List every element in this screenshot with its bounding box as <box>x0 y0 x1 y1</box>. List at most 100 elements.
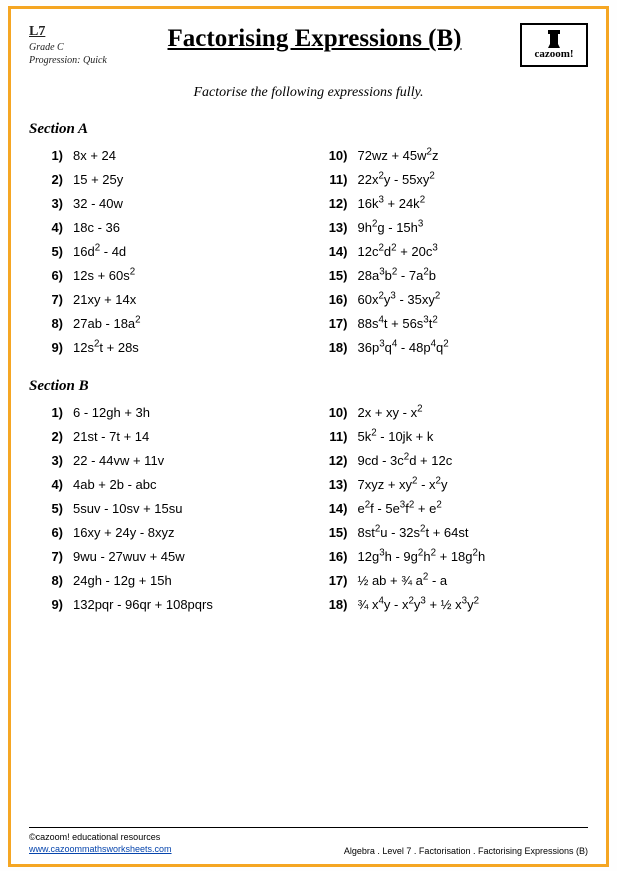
footer: ©cazoom! educational resources www.cazoo… <box>29 827 588 856</box>
item-expression: 12c2d2 + 20c3 <box>358 244 589 259</box>
item-number: 17) <box>314 316 358 331</box>
list-item: 17)88s4t + 56s3t2 <box>314 316 589 331</box>
item-number: 11) <box>314 429 358 444</box>
item-number: 9) <box>29 597 73 612</box>
item-expression: 16xy + 24y - 8xyz <box>73 525 304 540</box>
item-number: 7) <box>29 292 73 307</box>
worksheet-frame: L7 Grade C Progression: Quick Factorisin… <box>0 0 617 871</box>
item-number: 3) <box>29 196 73 211</box>
copyright-text: ©cazoom! educational resources <box>29 831 172 844</box>
section-b-left-col: 1)6 - 12gh + 3h2)21st - 7t + 143)22 - 44… <box>29 405 304 621</box>
item-number: 11) <box>314 172 358 187</box>
item-expression: 28a3b2 - 7a2b <box>358 268 589 283</box>
item-expression: 16d2 - 4d <box>73 244 304 259</box>
item-expression: 12s + 60s2 <box>73 268 304 283</box>
item-expression: 12s2t + 28s <box>73 340 304 355</box>
item-number: 5) <box>29 244 73 259</box>
item-expression: 88s4t + 56s3t2 <box>358 316 589 331</box>
list-item: 2)21st - 7t + 14 <box>29 429 304 444</box>
list-item: 8)27ab - 18a2 <box>29 316 304 331</box>
item-number: 18) <box>314 597 358 612</box>
page-title: Factorising Expressions (B) <box>109 25 520 53</box>
instruction-text: Factorise the following expressions full… <box>29 85 588 101</box>
logo-icon <box>546 30 562 48</box>
list-item: 10)2x + xy - x2 <box>314 405 589 420</box>
list-item: 3)22 - 44vw + 11v <box>29 453 304 468</box>
grade-label: Grade C <box>29 41 109 54</box>
list-item: 11)22x2y - 55xy2 <box>314 172 589 187</box>
item-expression: 5k2 - 10jk + k <box>358 429 589 444</box>
list-item: 7)21xy + 14x <box>29 292 304 307</box>
item-number: 12) <box>314 196 358 211</box>
item-number: 10) <box>314 148 358 163</box>
item-number: 5) <box>29 501 73 516</box>
list-item: 15)28a3b2 - 7a2b <box>314 268 589 283</box>
list-item: 5)5suv - 10sv + 15su <box>29 501 304 516</box>
footer-breadcrumb: Algebra . Level 7 . Factorisation . Fact… <box>344 846 588 856</box>
list-item: 15)8st2u - 32s2t + 64st <box>314 525 589 540</box>
list-item: 6)12s + 60s2 <box>29 268 304 283</box>
item-number: 7) <box>29 549 73 564</box>
footer-left: ©cazoom! educational resources www.cazoo… <box>29 831 172 856</box>
list-item: 14)12c2d2 + 20c3 <box>314 244 589 259</box>
item-number: 8) <box>29 316 73 331</box>
item-number: 14) <box>314 501 358 516</box>
list-item: 8)24gh - 12g + 15h <box>29 573 304 588</box>
item-expression: 5suv - 10sv + 15su <box>73 501 304 516</box>
item-number: 18) <box>314 340 358 355</box>
brand-logo: cazoom! <box>520 23 588 67</box>
item-number: 2) <box>29 429 73 444</box>
item-expression: 21st - 7t + 14 <box>73 429 304 444</box>
item-number: 3) <box>29 453 73 468</box>
item-number: 10) <box>314 405 358 420</box>
item-expression: 16k3 + 24k2 <box>358 196 589 211</box>
item-number: 2) <box>29 172 73 187</box>
item-expression: 22 - 44vw + 11v <box>73 453 304 468</box>
list-item: 13)9h2g - 15h3 <box>314 220 589 235</box>
item-expression: 9wu - 27wuv + 45w <box>73 549 304 564</box>
item-number: 15) <box>314 268 358 283</box>
item-expression: ¾ x4y - x2y3 + ½ x3y2 <box>358 597 589 612</box>
item-expression: 9cd - 3c2d + 12c <box>358 453 589 468</box>
section-a-left-col: 1)8x + 242)15 + 25y3)32 - 40w4)18c - 365… <box>29 148 304 364</box>
list-item: 7)9wu - 27wuv + 45w <box>29 549 304 564</box>
item-expression: 72wz + 45w2z <box>358 148 589 163</box>
section-a-right-col: 10)72wz + 45w2z11)22x2y - 55xy212)16k3 +… <box>314 148 589 364</box>
list-item: 13)7xyz + xy2 - x2y <box>314 477 589 492</box>
item-expression: 7xyz + xy2 - x2y <box>358 477 589 492</box>
item-expression: 4ab + 2b - abc <box>73 477 304 492</box>
meta-block: L7 Grade C Progression: Quick <box>29 23 109 67</box>
item-expression: 12g3h - 9g2h2 + 18g2h <box>358 549 589 564</box>
item-expression: ½ ab + ¾ a2 - a <box>358 573 589 588</box>
item-number: 4) <box>29 477 73 492</box>
item-expression: 8st2u - 32s2t + 64st <box>358 525 589 540</box>
item-number: 16) <box>314 292 358 307</box>
item-number: 12) <box>314 453 358 468</box>
item-number: 8) <box>29 573 73 588</box>
item-expression: 32 - 40w <box>73 196 304 211</box>
item-expression: 15 + 25y <box>73 172 304 187</box>
section-b-columns: 1)6 - 12gh + 3h2)21st - 7t + 143)22 - 44… <box>29 405 588 621</box>
section-b-right-col: 10)2x + xy - x211)5k2 - 10jk + k12)9cd -… <box>314 405 589 621</box>
item-number: 4) <box>29 220 73 235</box>
section-a-columns: 1)8x + 242)15 + 25y3)32 - 40w4)18c - 365… <box>29 148 588 364</box>
list-item: 4)18c - 36 <box>29 220 304 235</box>
list-item: 6)16xy + 24y - 8xyz <box>29 525 304 540</box>
list-item: 9)132pqr - 96qr + 108pqrs <box>29 597 304 612</box>
worksheet-page: L7 Grade C Progression: Quick Factorisin… <box>8 6 609 867</box>
header: L7 Grade C Progression: Quick Factorisin… <box>29 23 588 67</box>
list-item: 5)16d2 - 4d <box>29 244 304 259</box>
section-b-title: Section B <box>29 378 588 395</box>
item-number: 15) <box>314 525 358 540</box>
item-expression: 9h2g - 15h3 <box>358 220 589 235</box>
footer-url[interactable]: www.cazoommathsworksheets.com <box>29 844 172 854</box>
item-expression: 22x2y - 55xy2 <box>358 172 589 187</box>
item-number: 16) <box>314 549 358 564</box>
logo-text: cazoom! <box>534 48 573 60</box>
item-number: 14) <box>314 244 358 259</box>
list-item: 12)16k3 + 24k2 <box>314 196 589 211</box>
item-number: 1) <box>29 405 73 420</box>
list-item: 11)5k2 - 10jk + k <box>314 429 589 444</box>
list-item: 18)36p3q4 - 48p4q2 <box>314 340 589 355</box>
list-item: 16)60x2y3 - 35xy2 <box>314 292 589 307</box>
